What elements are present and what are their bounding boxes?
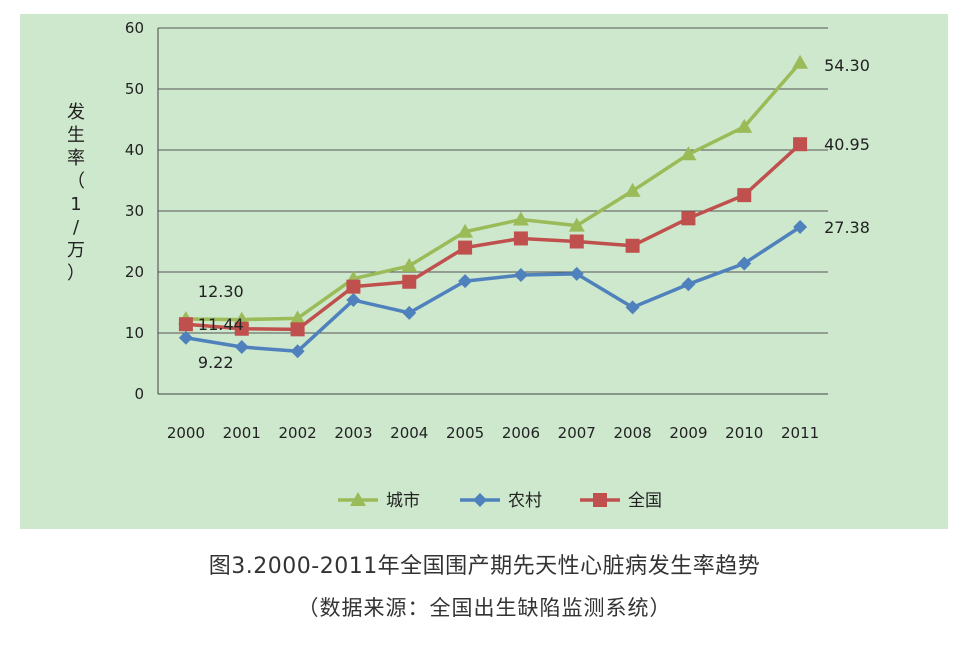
chart-panel: 0 10 20 30 40 50 60 2000 2001 2002 2003 2004 2005 200… <box>20 14 948 529</box>
y-axis-label: 发生率（ 1/万） <box>67 102 85 284</box>
data-label: 54.30 <box>824 56 870 75</box>
data-point-square <box>234 321 249 336</box>
data-point-diamond <box>346 293 361 308</box>
legend-label: 农村 <box>508 491 542 511</box>
data-point-triangle <box>792 54 809 69</box>
data-point-triangle <box>568 217 585 232</box>
data-point-diamond <box>625 300 640 315</box>
data-point-square <box>290 322 305 337</box>
data-point-triangle <box>680 146 697 161</box>
data-point-diamond <box>402 305 417 320</box>
figure-caption: 图3.2000-2011年全国围产期先天性心脏病发生率趋势 <box>208 554 761 579</box>
data-label: 12.30 <box>198 282 244 301</box>
figure-source: （数据来源：全国出生缺陷监测系统） <box>297 596 672 620</box>
data-point-square <box>681 211 696 226</box>
x-tick-label: 2002 <box>278 424 316 442</box>
y-tick-label: 40 <box>125 141 144 159</box>
data-point-square <box>402 274 417 289</box>
x-tick-label: 2000 <box>167 424 205 442</box>
grid-layer <box>158 27 828 395</box>
data-label: 9.22 <box>198 353 234 372</box>
legend: 城市 农村 全国 <box>338 491 662 511</box>
data-point-square <box>625 238 640 253</box>
data-point-square <box>178 317 193 332</box>
label-layer: 12.30 11.44 9.22 54.30 40.95 27.38 <box>198 56 870 372</box>
line-chart: 0 10 20 30 40 50 60 2000 2001 2002 2003 2004 2005 200… <box>67 19 870 511</box>
y-tick-label: 0 <box>134 385 144 403</box>
data-label: 40.95 <box>824 135 870 154</box>
data-point-square <box>737 188 752 203</box>
legend-marker <box>350 492 366 506</box>
x-tick-label: 2006 <box>502 424 540 442</box>
y-tick-label: 20 <box>125 263 144 281</box>
data-point-diamond <box>458 274 473 289</box>
series-line-diamond <box>185 225 802 354</box>
series-line-triangle <box>185 61 802 322</box>
y-tick-label: 50 <box>125 80 144 98</box>
x-tick-label: 2011 <box>781 424 819 442</box>
data-point-triangle <box>624 182 641 197</box>
data-point-square <box>513 231 528 246</box>
x-tick-label: 2010 <box>725 424 763 442</box>
data-point-triangle <box>736 118 753 133</box>
x-tick-label: 2008 <box>613 424 651 442</box>
data-label: 27.38 <box>824 218 870 237</box>
data-point-triangle <box>512 211 529 226</box>
data-point-square <box>458 240 473 255</box>
axis-layer: 0 10 20 30 40 50 60 2000 2001 2002 2003 2004 2005 200… <box>67 19 828 442</box>
data-point-diamond <box>178 330 193 345</box>
series-line-square <box>185 142 802 332</box>
x-tick-label: 2001 <box>223 424 261 442</box>
data-point-diamond <box>513 268 528 283</box>
y-tick-label: 30 <box>125 202 144 220</box>
data-point-triangle <box>289 310 306 325</box>
data-point-square <box>569 234 584 249</box>
x-tick-label: 2009 <box>669 424 707 442</box>
x-tick-label: 2005 <box>446 424 484 442</box>
x-tick-label: 2003 <box>334 424 372 442</box>
data-point-diamond <box>681 277 696 292</box>
data-point-square <box>793 137 808 152</box>
legend-marker <box>473 493 487 507</box>
y-tick-label: 60 <box>125 19 144 37</box>
legend-label: 城市 <box>386 491 420 511</box>
y-tick-label: 10 <box>125 324 144 342</box>
data-point-diamond <box>793 219 808 234</box>
data-point-diamond <box>234 340 249 355</box>
data-label: 11.44 <box>198 315 244 334</box>
data-point-diamond <box>569 266 584 281</box>
data-point-triangle <box>457 223 474 238</box>
data-point-diamond <box>290 344 305 359</box>
data-point-diamond <box>737 256 752 271</box>
x-tick-label: 2004 <box>390 424 428 442</box>
legend-marker <box>593 493 607 507</box>
data-point-triangle <box>401 257 418 272</box>
series-layer <box>177 54 809 359</box>
x-tick-label: 2007 <box>558 424 596 442</box>
legend-label: 全国 <box>628 491 662 511</box>
data-point-square <box>346 279 361 294</box>
